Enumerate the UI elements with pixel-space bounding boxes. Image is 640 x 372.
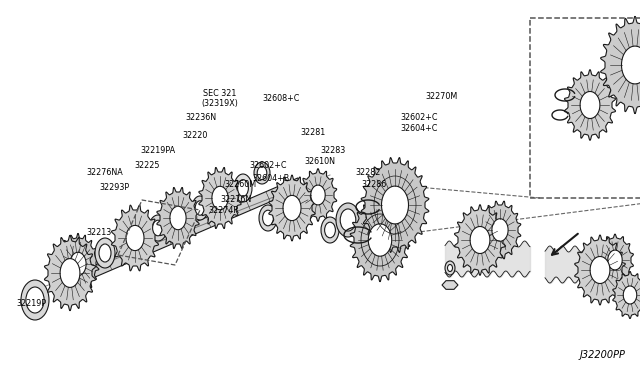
Polygon shape bbox=[575, 235, 625, 305]
Polygon shape bbox=[442, 280, 458, 289]
Polygon shape bbox=[311, 185, 325, 205]
Bar bbox=[530, 18, 640, 198]
Text: 32602+C: 32602+C bbox=[250, 161, 287, 170]
Polygon shape bbox=[300, 169, 337, 221]
Ellipse shape bbox=[257, 166, 267, 180]
Ellipse shape bbox=[262, 210, 273, 226]
Polygon shape bbox=[56, 178, 302, 292]
Ellipse shape bbox=[340, 209, 356, 231]
Ellipse shape bbox=[254, 162, 270, 184]
Ellipse shape bbox=[237, 180, 248, 196]
Text: 32276NA: 32276NA bbox=[86, 169, 123, 177]
Text: 32293P: 32293P bbox=[99, 183, 129, 192]
Text: 32604+B: 32604+B bbox=[253, 174, 290, 183]
Polygon shape bbox=[600, 16, 640, 114]
Polygon shape bbox=[479, 201, 521, 259]
Text: 32282: 32282 bbox=[355, 169, 381, 177]
Ellipse shape bbox=[192, 196, 208, 220]
Polygon shape bbox=[283, 195, 301, 221]
Ellipse shape bbox=[259, 205, 277, 231]
Text: J32200PP: J32200PP bbox=[579, 350, 625, 360]
Ellipse shape bbox=[447, 264, 452, 272]
Ellipse shape bbox=[324, 222, 335, 238]
Polygon shape bbox=[590, 257, 610, 283]
Text: 32610N: 32610N bbox=[304, 157, 335, 166]
Polygon shape bbox=[269, 175, 316, 241]
Text: 32225: 32225 bbox=[134, 161, 160, 170]
Text: 32286: 32286 bbox=[362, 180, 387, 189]
Polygon shape bbox=[70, 252, 86, 276]
Polygon shape bbox=[564, 70, 616, 140]
Polygon shape bbox=[57, 233, 99, 295]
Ellipse shape bbox=[195, 201, 205, 215]
Text: 32236N: 32236N bbox=[186, 113, 217, 122]
Polygon shape bbox=[199, 167, 241, 229]
Text: 32608+C: 32608+C bbox=[262, 94, 300, 103]
Polygon shape bbox=[368, 224, 392, 256]
Text: 32213: 32213 bbox=[86, 228, 111, 237]
Ellipse shape bbox=[321, 217, 339, 243]
Text: 32270M: 32270M bbox=[426, 92, 458, 101]
Text: 32604+C: 32604+C bbox=[400, 124, 437, 133]
Polygon shape bbox=[580, 92, 600, 119]
Ellipse shape bbox=[336, 203, 360, 237]
Text: SEC 321
(32319X): SEC 321 (32319X) bbox=[202, 89, 239, 108]
Text: 32220: 32220 bbox=[182, 131, 208, 140]
Ellipse shape bbox=[445, 261, 455, 275]
Ellipse shape bbox=[95, 238, 115, 268]
Polygon shape bbox=[454, 205, 506, 275]
Text: 32283: 32283 bbox=[320, 146, 345, 155]
Text: 32219PA: 32219PA bbox=[141, 146, 176, 155]
Polygon shape bbox=[157, 187, 199, 248]
Polygon shape bbox=[361, 157, 429, 253]
Text: 32276N: 32276N bbox=[221, 195, 252, 203]
Polygon shape bbox=[60, 259, 80, 288]
Polygon shape bbox=[350, 198, 410, 282]
Ellipse shape bbox=[149, 215, 167, 241]
Text: 32281: 32281 bbox=[301, 128, 326, 137]
Ellipse shape bbox=[234, 174, 252, 202]
Polygon shape bbox=[612, 272, 640, 318]
Polygon shape bbox=[623, 286, 637, 304]
Text: 32219P: 32219P bbox=[16, 299, 46, 308]
Text: 32260M: 32260M bbox=[224, 180, 256, 189]
Polygon shape bbox=[596, 234, 634, 286]
Ellipse shape bbox=[99, 244, 111, 262]
Text: 32602+C: 32602+C bbox=[400, 113, 438, 122]
Polygon shape bbox=[111, 205, 159, 271]
Ellipse shape bbox=[152, 220, 163, 236]
Polygon shape bbox=[126, 225, 144, 251]
Ellipse shape bbox=[21, 280, 49, 320]
Polygon shape bbox=[44, 235, 95, 311]
Polygon shape bbox=[381, 186, 408, 224]
Polygon shape bbox=[608, 250, 622, 270]
Text: 32274R: 32274R bbox=[208, 206, 239, 215]
Ellipse shape bbox=[26, 287, 44, 313]
Polygon shape bbox=[212, 186, 228, 210]
Polygon shape bbox=[170, 206, 186, 230]
Polygon shape bbox=[492, 219, 508, 241]
Polygon shape bbox=[470, 227, 490, 253]
Polygon shape bbox=[621, 46, 640, 84]
